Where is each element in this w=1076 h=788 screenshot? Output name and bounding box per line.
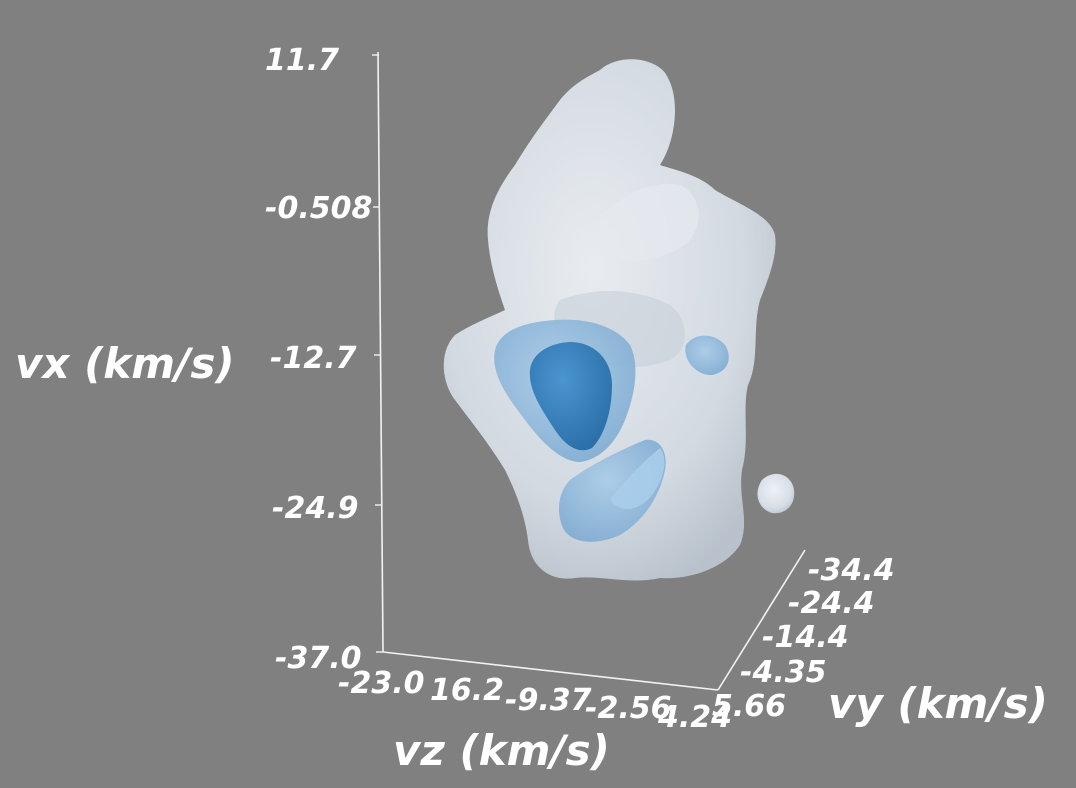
vz-axis-line	[382, 651, 719, 691]
vx-tick-label: 11.7	[265, 43, 339, 78]
vx-tick-label: -24.9	[272, 491, 358, 526]
vy-tick-label: -24.4	[788, 586, 874, 621]
vz-tick-label: -2.56	[585, 691, 671, 726]
vz-tick-label: 4.24	[657, 700, 732, 735]
vz-tick-label: -23.0	[338, 666, 424, 701]
vy-tick-label: -34.4	[808, 553, 894, 588]
vz-tick-label: -9.37	[505, 683, 592, 718]
vx-tick-label: -12.7	[270, 341, 357, 376]
middle-isosurface-lower	[558, 439, 666, 542]
isosurface-group	[443, 59, 795, 581]
vz-tick-label: 16.2	[430, 673, 504, 708]
axes-frame	[372, 51, 806, 691]
vx-tick-label: -37.0	[275, 641, 361, 676]
inner-isosurface-core	[529, 342, 612, 451]
vz-axis: -23.0 16.2 -9.37 -2.56 4.24 vz (km/s)	[338, 666, 732, 775]
outer-isosurface-fold	[599, 184, 699, 262]
vz-axis-title: vz (km/s)	[393, 726, 610, 775]
vx-axis: 11.7 -0.508 -12.7 -24.9 -37.0 vx (km/s)	[15, 43, 372, 676]
vx-tick-label: -0.508	[265, 191, 372, 226]
vy-tick-label: -14.4	[762, 620, 848, 655]
vy-axis-title: vy (km/s)	[828, 679, 1048, 728]
vy-tick-label: 5.66	[712, 689, 786, 724]
vx-axis-line	[377, 51, 384, 653]
vy-axis-line	[717, 549, 806, 691]
middle-isosurface-small-blob	[685, 335, 729, 376]
outer-isosurface-small-blob	[757, 473, 795, 514]
middle-isosurface-strip	[610, 448, 665, 510]
vx-axis-title: vx (km/s)	[15, 339, 235, 388]
vy-tick-label: -4.35	[740, 655, 826, 690]
vy-axis: -34.4 -24.4 -14.4 -4.35 5.66 vy (km/s)	[712, 553, 1048, 728]
